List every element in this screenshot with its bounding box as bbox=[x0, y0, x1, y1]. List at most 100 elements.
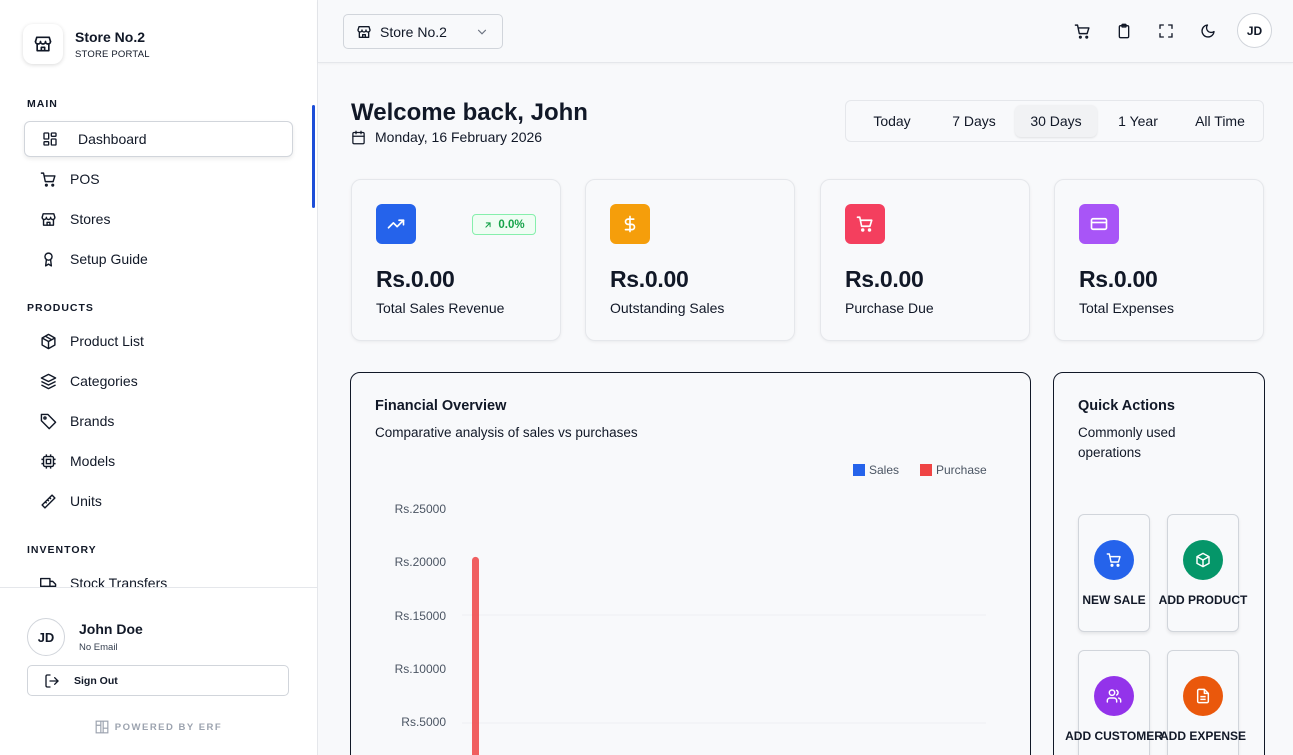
nav-section-inventory: INVENTORY bbox=[27, 544, 97, 556]
user-email: No Email bbox=[79, 642, 118, 653]
sign-out-button[interactable]: Sign Out bbox=[27, 665, 289, 696]
kpi-card-purchase-due: Rs.0.00 Purchase Due bbox=[820, 179, 1030, 341]
legend-label: Sales bbox=[869, 463, 900, 477]
nav-scrollbar[interactable] bbox=[312, 105, 315, 208]
file-icon bbox=[1183, 676, 1223, 716]
sidebar-item-stores[interactable]: Stores bbox=[24, 199, 293, 239]
add-customer-button[interactable]: ADD CUSTOMER bbox=[1065, 650, 1163, 755]
avatar[interactable]: JD bbox=[1237, 13, 1272, 48]
powered-by: POWERED BY ERF bbox=[0, 720, 317, 734]
sidebar-footer: JD John Doe No Email Sign Out POWERED BY… bbox=[0, 587, 317, 755]
y-tick-label: Rs.5000 bbox=[401, 715, 446, 729]
powered-by-text: POWERED BY ERF bbox=[114, 721, 223, 733]
kpi-value: Rs.0.00 bbox=[1079, 266, 1158, 292]
store-selector[interactable]: Store No.2 bbox=[343, 14, 503, 49]
y-tick-label: Rs.25000 bbox=[394, 502, 446, 516]
chevron-down-icon bbox=[475, 25, 489, 39]
chart-plot-area bbox=[462, 556, 986, 755]
tab-all-time[interactable]: All Time bbox=[1195, 113, 1245, 129]
sidebar-item-categories[interactable]: Categories bbox=[24, 361, 293, 401]
calendar-icon bbox=[351, 130, 366, 145]
quick-action-label: ADD CUSTOMER bbox=[1065, 729, 1163, 743]
store-icon bbox=[38, 209, 58, 229]
cpu-icon bbox=[38, 451, 58, 471]
add-product-button[interactable]: ADD PRODUCT bbox=[1159, 514, 1247, 632]
truck-icon bbox=[38, 573, 58, 587]
trending-up-icon bbox=[376, 204, 416, 244]
topbar: Store No.2 JD bbox=[318, 0, 1293, 63]
y-tick-label: Rs.20000 bbox=[394, 555, 446, 569]
add-expense-button[interactable]: ADD EXPENSE bbox=[1160, 650, 1246, 755]
cart-icon bbox=[38, 169, 58, 189]
sidebar-item-label: Setup Guide bbox=[70, 251, 148, 267]
kpi-label: Outstanding Sales bbox=[610, 300, 725, 316]
fullscreen-icon[interactable] bbox=[1156, 21, 1176, 41]
sidebar-item-models[interactable]: Models bbox=[24, 441, 293, 481]
dollar-icon bbox=[610, 204, 650, 244]
sidebar-item-brands[interactable]: Brands bbox=[24, 401, 293, 441]
nav-section-main: MAIN bbox=[27, 98, 58, 110]
clipboard-icon[interactable] bbox=[1114, 21, 1134, 41]
quick-actions-card: Quick Actions Commonly used operations N… bbox=[1053, 372, 1265, 755]
award-icon bbox=[38, 249, 58, 269]
sidebar-item-stock-transfers[interactable]: Stock Transfers bbox=[24, 563, 293, 587]
avatar: JD bbox=[27, 618, 65, 656]
cart-icon bbox=[845, 204, 885, 244]
kpi-card-sales-revenue: 0.0% Rs.0.00 Total Sales Revenue bbox=[351, 179, 561, 341]
erf-logo-icon bbox=[95, 720, 109, 734]
y-tick-label: Rs.10000 bbox=[394, 662, 446, 676]
sidebar-nav: MAIN Dashboard POS Stores Setup Guide PR… bbox=[0, 94, 317, 587]
legend-swatch-sales bbox=[853, 464, 865, 476]
logout-icon bbox=[44, 673, 60, 689]
sidebar-item-label: Units bbox=[70, 493, 102, 509]
brand-title: Store No.2 bbox=[75, 28, 146, 45]
quick-action-label: ADD PRODUCT bbox=[1158, 593, 1248, 607]
sidebar-item-label: POS bbox=[70, 171, 100, 187]
brand[interactable]: Store No.2 STORE PORTAL bbox=[23, 24, 150, 64]
financial-overview-card: Financial Overview Comparative analysis … bbox=[350, 372, 1031, 755]
store-selector-value: Store No.2 bbox=[380, 23, 447, 40]
tab-today[interactable]: Today bbox=[873, 113, 911, 129]
kpi-label: Total Expenses bbox=[1079, 300, 1174, 316]
new-sale-button[interactable]: NEW SALE bbox=[1078, 514, 1150, 632]
sidebar-item-pos[interactable]: POS bbox=[24, 159, 293, 199]
tag-icon bbox=[38, 411, 58, 431]
tab-1-year[interactable]: 1 Year bbox=[1118, 113, 1158, 129]
legend-swatch-purchase bbox=[920, 464, 932, 476]
kpi-value: Rs.0.00 bbox=[610, 266, 689, 292]
kpi-value: Rs.0.00 bbox=[845, 266, 924, 292]
sidebar-item-label: Brands bbox=[70, 413, 115, 429]
user-profile[interactable]: JD John Doe No Email bbox=[27, 618, 143, 656]
current-date: Monday, 16 February 2026 bbox=[351, 129, 542, 145]
sidebar-item-label: Product List bbox=[70, 333, 144, 349]
store-icon bbox=[356, 24, 372, 40]
box-icon bbox=[1183, 540, 1223, 580]
sidebar-item-label: Stores bbox=[70, 211, 111, 227]
quick-actions-title: Quick Actions bbox=[1078, 398, 1175, 414]
quick-actions-subtitle: Commonly used operations bbox=[1078, 425, 1176, 460]
sidebar-item-dashboard[interactable]: Dashboard bbox=[24, 121, 293, 157]
credit-card-icon bbox=[1079, 204, 1119, 244]
moon-icon[interactable] bbox=[1198, 21, 1218, 41]
sidebar-item-setup-guide[interactable]: Setup Guide bbox=[24, 239, 293, 279]
legend-item-sales[interactable]: Sales bbox=[853, 463, 899, 477]
sidebar-item-units[interactable]: Units bbox=[24, 481, 293, 521]
date-range-tabs: Today 7 Days 30 Days 1 Year All Time bbox=[845, 100, 1264, 142]
legend-label: Purchase bbox=[936, 463, 987, 477]
legend-item-purchase[interactable]: Purchase bbox=[920, 463, 987, 477]
sidebar-item-product-list[interactable]: Product List bbox=[24, 321, 293, 361]
growth-badge: 0.0% bbox=[472, 214, 536, 235]
tab-30-days[interactable]: 30 Days bbox=[1015, 105, 1097, 137]
sidebar-item-label: Stock Transfers bbox=[70, 575, 168, 587]
user-name: John Doe bbox=[79, 621, 143, 637]
cart-icon[interactable] bbox=[1072, 21, 1092, 41]
dashboard-icon bbox=[40, 129, 60, 149]
arrow-up-right-icon bbox=[483, 220, 493, 230]
tab-7-days[interactable]: 7 Days bbox=[952, 113, 996, 129]
layers-icon bbox=[38, 371, 58, 391]
box-icon bbox=[38, 331, 58, 351]
kpi-label: Total Sales Revenue bbox=[376, 300, 505, 316]
bar-purchase[interactable] bbox=[472, 556, 479, 755]
nav-section-products: PRODUCTS bbox=[27, 302, 94, 314]
brand-subtitle: STORE PORTAL bbox=[75, 48, 150, 60]
